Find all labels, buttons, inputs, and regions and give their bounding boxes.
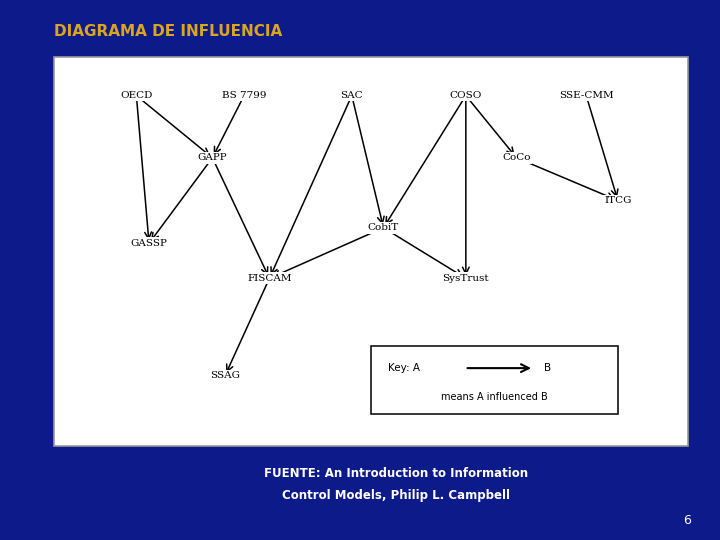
Text: Control Models, Philip L. Campbell: Control Models, Philip L. Campbell — [282, 489, 510, 502]
Text: GAPP: GAPP — [197, 153, 228, 163]
Text: B: B — [544, 363, 551, 373]
Text: CobiT: CobiT — [368, 223, 399, 232]
Text: SSAG: SSAG — [210, 371, 240, 380]
Text: BS 7799: BS 7799 — [222, 91, 266, 100]
FancyBboxPatch shape — [371, 346, 618, 414]
Text: SAC: SAC — [341, 91, 363, 100]
Text: COSO: COSO — [450, 91, 482, 100]
Text: OECD: OECD — [120, 91, 153, 100]
Text: CoCo: CoCo — [503, 153, 531, 163]
Text: Key: A: Key: A — [388, 363, 420, 373]
Text: DIAGRAMA DE INFLUENCIA: DIAGRAMA DE INFLUENCIA — [54, 24, 282, 39]
Text: GASSP: GASSP — [130, 239, 168, 248]
Text: SysTrust: SysTrust — [443, 274, 489, 283]
Text: ITCG: ITCG — [604, 196, 631, 205]
Text: SSE-CMM: SSE-CMM — [559, 91, 613, 100]
Text: 6: 6 — [683, 514, 691, 526]
FancyBboxPatch shape — [54, 57, 688, 446]
Text: FUENTE: An Introduction to Information: FUENTE: An Introduction to Information — [264, 467, 528, 480]
Text: means A influenced B: means A influenced B — [441, 393, 548, 402]
Text: FISCAM: FISCAM — [247, 274, 292, 283]
